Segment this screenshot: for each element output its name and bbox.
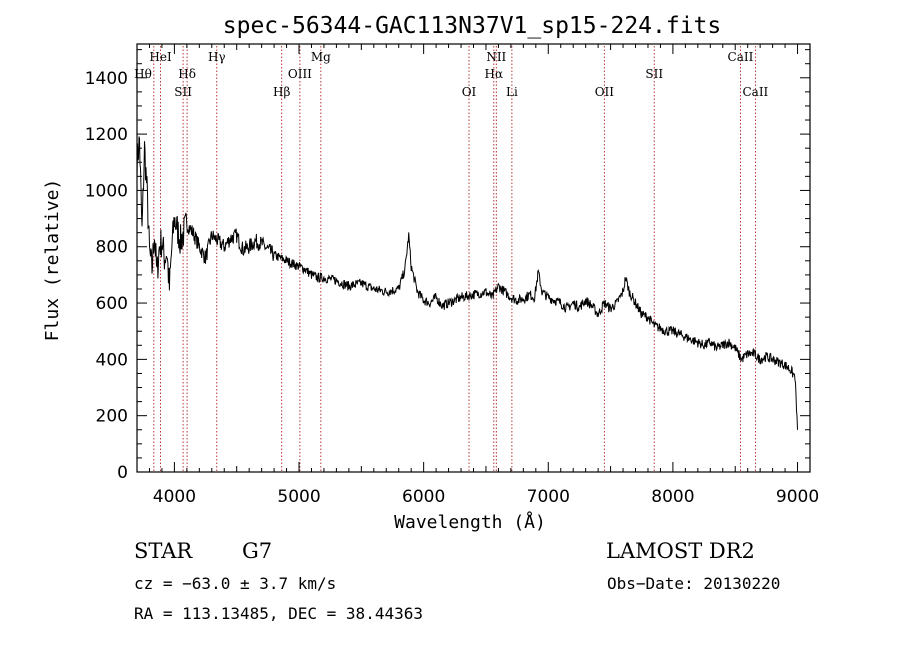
marker-label-11: Li <box>506 85 518 99</box>
marker-label-6: OIII <box>288 67 312 81</box>
y-tick-label-6: 1200 <box>85 125 128 145</box>
marker-label-10: Hα <box>485 67 504 81</box>
marker-label-2: Hδ <box>178 67 196 81</box>
y-tick-label-0: 0 <box>117 463 128 483</box>
marker-label-13: SII <box>645 67 663 81</box>
marker-label-3: SII <box>174 85 192 99</box>
marker-label-4: Hγ <box>208 50 226 64</box>
marker-label-0: HeI <box>149 50 172 64</box>
y-tick-label-3: 600 <box>96 294 128 314</box>
y-axis-ticks: 0 200 400 600 800 1000 1200 1400 <box>85 49 810 483</box>
x-tick-label-1: 5000 <box>277 487 320 507</box>
marker-label-12: OII <box>595 85 615 99</box>
object-subclass: G7 <box>242 539 273 563</box>
plot-frame <box>136 43 811 473</box>
marker-label-9: NII <box>486 50 506 64</box>
marker-label-7: Mg <box>311 50 331 64</box>
marker-label-14: CaII <box>728 50 754 64</box>
x-tick-label-2: 6000 <box>402 487 445 507</box>
sky-coordinates: RA = 113.13485, DEC = 38.44363 <box>134 604 423 623</box>
marker-label-5: Hβ <box>273 85 290 99</box>
chart-title: spec-56344-GAC113N37V1_sp15-224.fits <box>223 13 722 39</box>
y-tick-label-4: 800 <box>96 238 128 258</box>
marker-label-15: CaII <box>742 85 768 99</box>
y-tick-label-7: 1400 <box>85 69 128 89</box>
survey-name: LAMOST DR2 <box>606 539 755 563</box>
x-tick-label-4: 8000 <box>651 487 694 507</box>
object-class: STAR <box>134 539 193 563</box>
x-tick-label-0: 4000 <box>153 487 196 507</box>
y-tick-label-5: 1000 <box>85 181 128 201</box>
x-axis-label: Wavelength (Å) <box>394 511 546 533</box>
marker-label-1: Hθ <box>134 67 152 81</box>
y-tick-label-1: 200 <box>96 407 128 427</box>
y-axis-label: Flux (relative) <box>42 179 63 342</box>
x-axis-ticks: 4000 5000 6000 7000 8000 9000 <box>136 44 819 507</box>
redshift-cz: cz = −63.0 ± 3.7 km/s <box>134 574 337 593</box>
marker-label-8: OI <box>462 85 477 99</box>
spectrum-line <box>136 136 798 430</box>
y-tick-label-2: 400 <box>96 350 128 370</box>
spectrum-series <box>136 136 798 430</box>
x-tick-label-3: 7000 <box>527 487 570 507</box>
x-tick-label-5: 9000 <box>776 487 819 507</box>
observation-date: Obs−Date: 20130220 <box>607 574 781 593</box>
